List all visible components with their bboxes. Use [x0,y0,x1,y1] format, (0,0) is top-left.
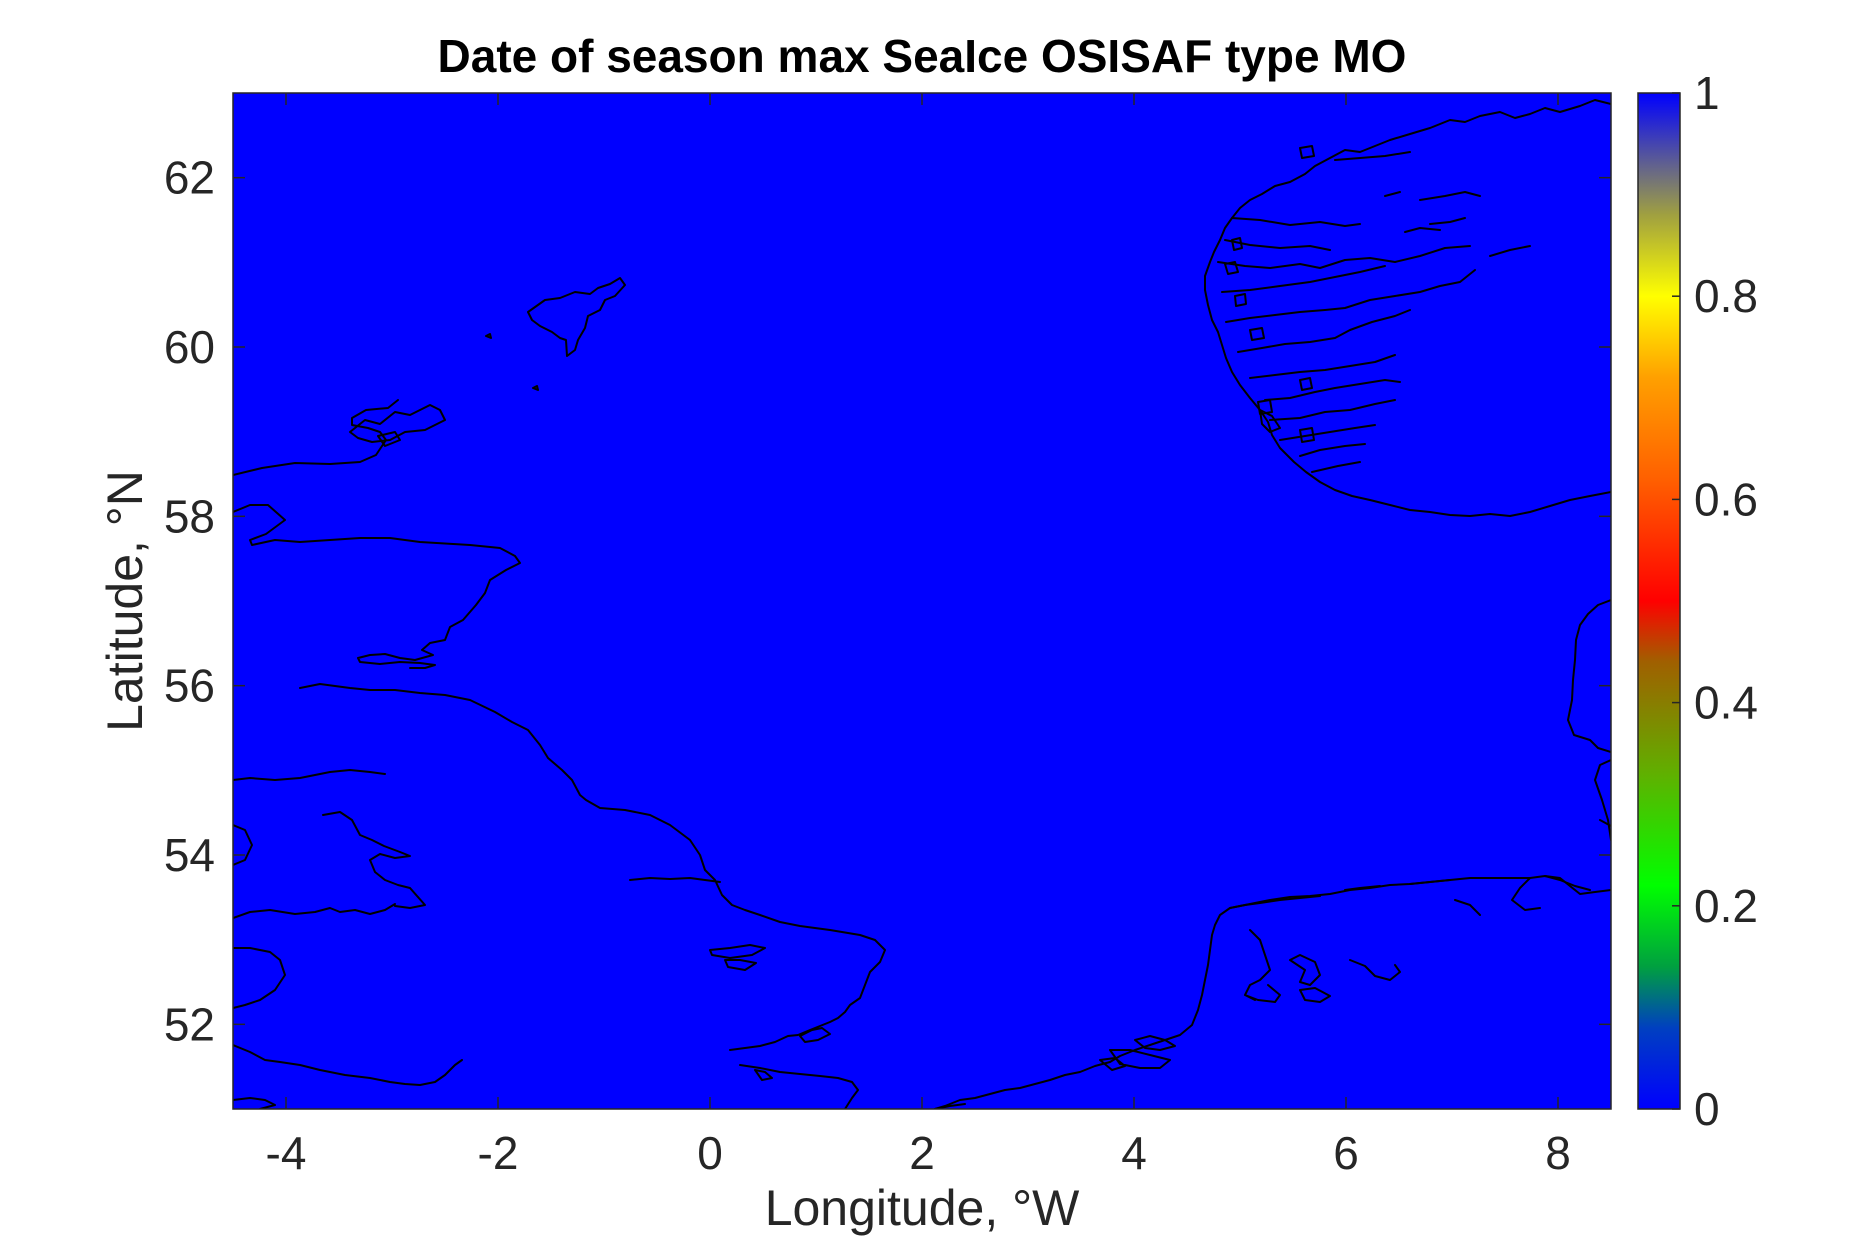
colorbar-tick-label: 0.2 [1694,880,1758,932]
x-tick-label: 6 [1333,1127,1359,1179]
x-tick-label: 2 [909,1127,935,1179]
coastline-norway [1204,99,1611,517]
colorbar-tick-label: 0.4 [1694,677,1758,729]
colorbar-tick-label: 0.8 [1694,270,1758,322]
colorbar-ticks: 0 0.2 0.4 0.6 0.8 1 [1672,67,1758,1135]
y-tick-label: 56 [164,660,215,712]
coastline-netherlands [934,875,1611,1109]
x-tick-label: 8 [1545,1127,1571,1179]
y-axis-label: Latitude, °N [97,470,153,732]
norway-fjords [1217,151,1531,473]
y-axis: 52 54 56 58 60 62 [164,152,1611,1050]
y-tick-label: 60 [164,321,215,373]
sea-ice-field [233,93,1611,1109]
x-axis: -4 -2 0 2 4 6 8 [266,93,1571,1179]
netherlands-islands [1099,875,1591,1071]
coastline-denmark [1567,599,1611,841]
coastline-england [299,683,886,1109]
coastline-scotland [233,399,521,669]
x-axis-label: Longitude, °W [765,1180,1080,1236]
y-tick-label: 54 [164,829,215,881]
colorbar-tick-label: 1 [1694,67,1720,119]
colorbar-tick-label: 0 [1694,1083,1720,1135]
y-tick-label: 58 [164,490,215,542]
x-tick-label: -2 [478,1127,519,1179]
chart-title: Date of season max SeaIce OSISAF type MO [438,30,1407,82]
colorbar [1637,92,1681,1110]
coastline-orkney [349,404,446,447]
x-tick-label: 4 [1121,1127,1147,1179]
y-tick-label: 62 [164,152,215,204]
colorbar-tick-label: 0.6 [1694,473,1758,525]
x-tick-label: -4 [266,1127,307,1179]
y-tick-label: 52 [164,998,215,1050]
coastlines [233,99,1611,1109]
coastline-belgium [934,1103,966,1109]
norway-islands [1224,145,1315,443]
x-tick-label: 0 [697,1127,723,1179]
coastline-shetland [485,277,626,391]
coastline-west [233,769,463,1109]
